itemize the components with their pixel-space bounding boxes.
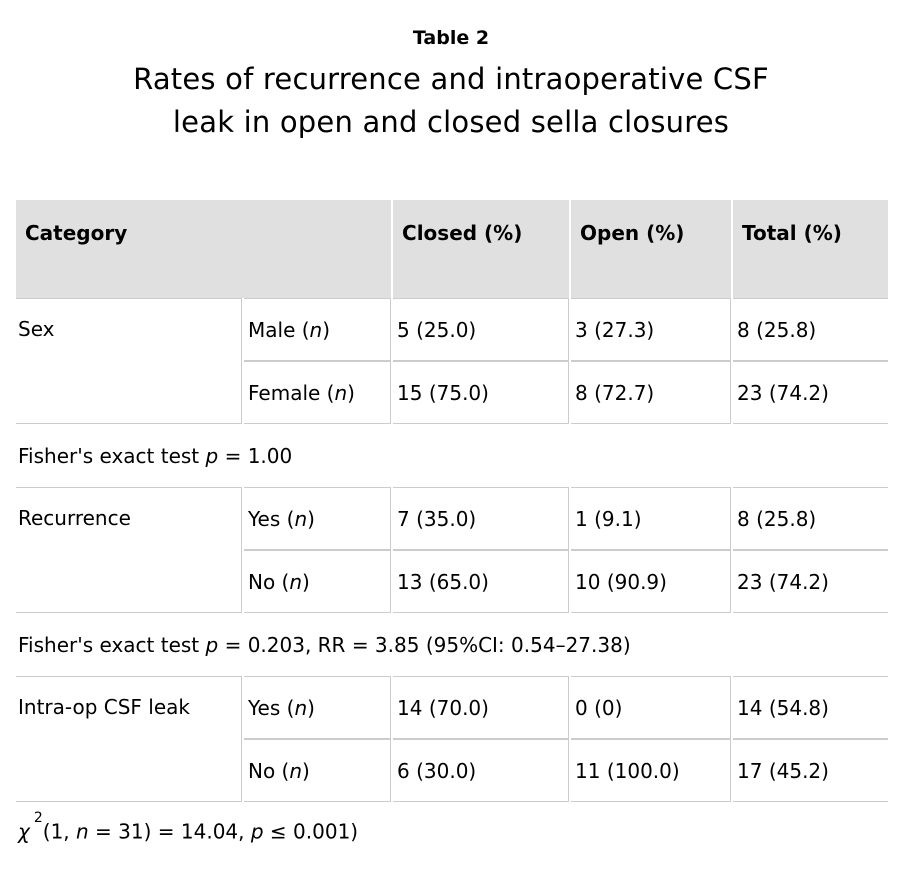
note-text: = 1.00	[218, 443, 293, 468]
table-caption: Table 2 Rates of recurrence and intraope…	[0, 0, 902, 144]
subcategory-cell-male: Male (n)	[244, 298, 392, 361]
subcategory-text: Female (	[248, 380, 335, 405]
value-cell-total: 8 (25.8)	[733, 487, 889, 550]
subcategory-text: Yes (	[248, 506, 295, 531]
table-number-label: Table 2	[412, 27, 490, 49]
subcategory-text: )	[347, 380, 355, 405]
value-cell-closed: 14 (70.0)	[393, 676, 570, 739]
note-text: (1,	[42, 819, 77, 844]
value-cell-total: 23 (74.2)	[733, 361, 889, 424]
value-cell-total: 17 (45.2)	[733, 739, 889, 802]
subcategory-variable: n	[334, 380, 348, 405]
note-n-variable: n	[76, 819, 89, 844]
category-cell-sex: Sex	[16, 298, 242, 424]
row-sex-male: Sex Male (n) 5 (25.0) 3 (27.3) 8 (25.8)	[16, 298, 889, 424]
subcategory-text: No (	[248, 569, 290, 594]
value-cell-total: 8 (25.8)	[733, 298, 889, 361]
subcategory-variable: n	[289, 758, 303, 783]
subcategory-text: Male (	[248, 317, 310, 342]
chi-exponent: 2	[33, 809, 43, 826]
value-cell-open: 1 (9.1)	[571, 487, 732, 550]
note-text: Fisher's exact test	[18, 443, 206, 468]
header-cell-total: Total (%)	[733, 200, 889, 298]
note-p-variable: p	[250, 819, 264, 844]
value-cell-closed: 7 (35.0)	[393, 487, 570, 550]
value-cell-open: 3 (27.3)	[571, 298, 732, 361]
subcategory-text: No (	[248, 758, 290, 783]
stat-note-fisher-recurrence: Fisher's exact test p = 0.203, RR = 3.85…	[16, 613, 888, 676]
subcategory-text: )	[307, 695, 315, 720]
table-container: Category Closed (%) Open (%) Total (%) S…	[14, 200, 890, 860]
note-p-variable: p	[205, 443, 219, 468]
value-cell-closed: 13 (65.0)	[393, 550, 570, 613]
table-title: Rates of recurrence and intraoperative C…	[0, 58, 902, 144]
value-cell-open: 11 (100.0)	[571, 739, 732, 802]
subcategory-cell-no: No (n)	[244, 739, 392, 802]
value-cell-total: 14 (54.8)	[733, 676, 889, 739]
subcategory-variable: n	[309, 317, 323, 342]
row-note-sex: Fisher's exact test p = 1.00	[16, 424, 888, 487]
subcategory-variable: n	[289, 569, 303, 594]
value-cell-open: 0 (0)	[571, 676, 732, 739]
stat-note-fisher-sex: Fisher's exact test p = 1.00	[16, 424, 888, 487]
row-note-recurrence: Fisher's exact test p = 0.203, RR = 3.85…	[16, 613, 888, 676]
row-footnote-chisquare: χ2(1, n = 31) = 14.04, p ≤ 0.001)	[16, 802, 888, 860]
row-csfleak-no: No (n) 6 (30.0) 11 (100.0) 17 (45.2)	[16, 739, 889, 802]
category-cell-csf-leak: Intra-op CSF leak	[16, 676, 242, 802]
value-cell-closed: 15 (75.0)	[393, 361, 570, 424]
note-text: ≤ 0.001)	[263, 819, 359, 844]
value-cell-total: 23 (74.2)	[733, 550, 889, 613]
value-cell-open: 8 (72.7)	[571, 361, 732, 424]
chi-symbol: χ	[18, 819, 30, 844]
subcategory-cell-yes: Yes (n)	[244, 676, 392, 739]
note-p-variable: p	[205, 632, 219, 657]
note-text: = 0.203, RR = 3.85 (95%CI: 0.54–27.38)	[218, 632, 631, 657]
row-sex-female: Female (n) 15 (75.0) 8 (72.7) 23 (74.2)	[16, 361, 889, 424]
category-cell-recurrence: Recurrence	[16, 487, 242, 613]
note-text: = 31) = 14.04,	[88, 819, 251, 844]
subcategory-text: )	[322, 317, 331, 342]
subcategory-variable: n	[294, 506, 308, 531]
value-cell-closed: 6 (30.0)	[393, 739, 570, 802]
row-csfleak-yes: Intra-op CSF leak Yes (n) 14 (70.0) 0 (0…	[16, 676, 889, 802]
subcategory-cell-female: Female (n)	[244, 361, 392, 424]
subcategory-text: )	[302, 758, 310, 783]
stats-table: Category Closed (%) Open (%) Total (%) S…	[14, 200, 890, 860]
subcategory-text: Yes (	[248, 695, 295, 720]
stat-note-chi-square: χ2(1, n = 31) = 14.04, p ≤ 0.001)	[16, 802, 888, 860]
row-recurrence-no: No (n) 13 (65.0) 10 (90.9) 23 (74.2)	[16, 550, 889, 613]
table-title-line2: leak in open and closed sella closures	[172, 105, 730, 139]
header-cell-category: Category	[16, 200, 392, 298]
value-cell-open: 10 (90.9)	[571, 550, 732, 613]
table-title-line1: Rates of recurrence and intraoperative C…	[133, 62, 769, 96]
subcategory-variable: n	[294, 695, 308, 720]
row-recurrence-yes: Recurrence Yes (n) 7 (35.0) 1 (9.1) 8 (2…	[16, 487, 889, 613]
subcategory-text: )	[302, 569, 310, 594]
note-text: Fisher's exact test	[18, 632, 206, 657]
header-cell-open: Open (%)	[571, 200, 732, 298]
subcategory-cell-yes: Yes (n)	[244, 487, 392, 550]
value-cell-closed: 5 (25.0)	[393, 298, 570, 361]
header-row: Category Closed (%) Open (%) Total (%)	[16, 200, 889, 298]
header-cell-closed: Closed (%)	[393, 200, 570, 298]
subcategory-text: )	[307, 506, 315, 531]
subcategory-cell-no: No (n)	[244, 550, 392, 613]
